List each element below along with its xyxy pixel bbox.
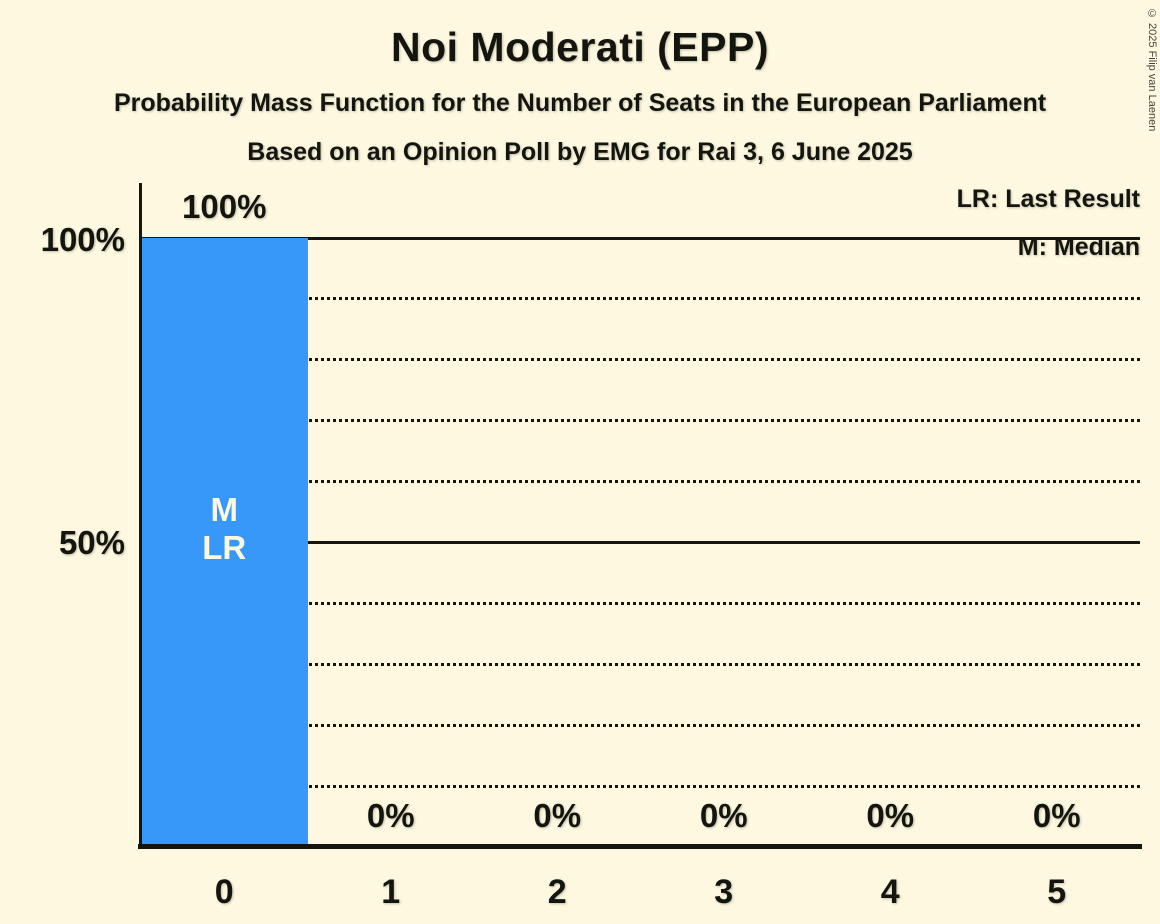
x-axis-tick-5: 5: [1047, 873, 1067, 911]
gridline-dotted-60: [141, 480, 1140, 484]
y-axis-tick-50: 50%: [58, 524, 125, 561]
gridline-dotted-10: [141, 784, 1140, 788]
value-label-seats-4: 0%: [866, 797, 915, 834]
y-axis-line: [139, 183, 142, 847]
chart-subtitle: Probability Mass Function for the Number…: [113, 89, 1047, 117]
value-label-seats-1: 0%: [366, 797, 415, 834]
x-axis-tick-3: 3: [714, 873, 734, 911]
x-axis-tick-0: 0: [214, 873, 234, 911]
x-axis-tick-4: 4: [880, 873, 900, 911]
value-label-seats-2: 0%: [533, 797, 582, 834]
bar-annotation-0: M LR: [202, 491, 247, 566]
gridline-solid-100: [141, 236, 1140, 240]
value-label-seats-0: 100%: [182, 188, 267, 225]
x-axis-line: [138, 844, 1142, 849]
x-axis-tick-1: 1: [381, 873, 401, 911]
gridline-dotted-20: [141, 723, 1140, 727]
page-title: Noi Moderati (EPP): [390, 24, 770, 70]
copyright-note: © 2025 Filip van Laenen: [1146, 8, 1158, 132]
value-label-seats-5: 0%: [1032, 797, 1081, 834]
gridline-dotted-40: [141, 601, 1140, 605]
y-axis-tick-100: 100%: [40, 221, 125, 258]
gridline-dotted-30: [141, 662, 1140, 666]
value-label-seats-3: 0%: [699, 797, 748, 834]
gridline-dotted-80: [141, 358, 1140, 362]
poll-source-line: Based on an Opinion Poll by EMG for Rai …: [247, 138, 913, 166]
legend-median: M: Median: [1017, 233, 1140, 261]
legend-last-result: LR: Last Result: [956, 185, 1140, 213]
gridline-dotted-90: [141, 297, 1140, 301]
bar-seats-0: M LR: [141, 238, 308, 847]
gridline-solid-50: [141, 541, 1140, 544]
x-axis-tick-2: 2: [547, 873, 567, 911]
gridline-dotted-70: [141, 419, 1140, 423]
